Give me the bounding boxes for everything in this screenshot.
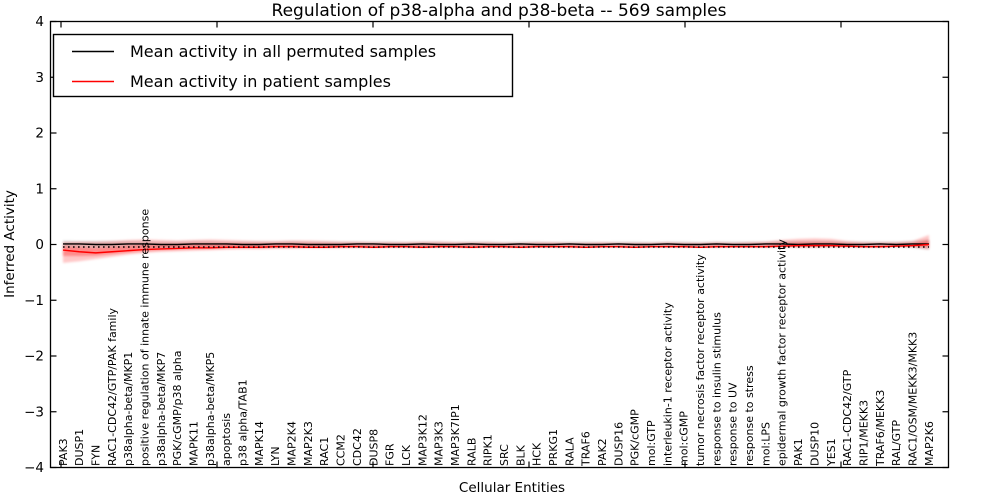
x-category-label: RALA bbox=[563, 437, 576, 466]
chart-title: Regulation of p38-alpha and p38-beta -- … bbox=[272, 1, 727, 21]
x-category-label: MAP2K3 bbox=[302, 421, 315, 466]
x-category-label: RALB bbox=[465, 438, 478, 466]
y-tick-label: −3 bbox=[24, 404, 44, 420]
x-category-label: HCK bbox=[531, 442, 544, 466]
x-category-label: BLK bbox=[514, 444, 527, 466]
x-category-label: mol:LPS bbox=[759, 422, 772, 466]
legend: Mean activity in all permuted samples Me… bbox=[52, 33, 514, 98]
x-category-label: MAPK11 bbox=[188, 421, 201, 466]
x-category-label: DUSP10 bbox=[808, 422, 821, 466]
x-category-label: MAP3K7IP1 bbox=[449, 404, 462, 466]
x-category-label: RAL/GTP bbox=[890, 420, 903, 466]
x-category-label: DUSP1 bbox=[73, 429, 86, 466]
y-tick-label: −4 bbox=[24, 460, 44, 476]
x-category-label: p38alpha-beta/MKP7 bbox=[155, 352, 168, 466]
plot-clip-group bbox=[62, 235, 930, 263]
y-tick-label: −2 bbox=[24, 349, 44, 365]
patient-ci-band bbox=[63, 235, 929, 263]
x-category-label: RIPK1 bbox=[482, 434, 495, 466]
x-category-label: FGR bbox=[384, 443, 397, 466]
x-category-label: p38alpha-beta/MKP1 bbox=[122, 352, 135, 466]
x-category-label: MAPK14 bbox=[253, 421, 266, 466]
x-category-label: p38alpha-beta/MKP5 bbox=[204, 352, 217, 466]
plot-area: 4 3 2 1 0 −1 −2 −3 −4 PAK3 DUSP1 FYN RAC1-CDC42/GTP/… bbox=[24, 14, 950, 476]
y-tick-label: 2 bbox=[35, 126, 44, 142]
x-category-label: CDC42 bbox=[351, 428, 364, 466]
x-category-label: tumor necrosis factor receptor activity bbox=[694, 254, 707, 466]
x-category-label: RIP1/MEKK3 bbox=[857, 400, 870, 466]
x-category-label: PGK/cGMP bbox=[629, 409, 642, 466]
x-category-label: CCM2 bbox=[335, 434, 348, 466]
x-category-label: MAP3K3 bbox=[433, 421, 446, 466]
x-category-label: RAC1 bbox=[318, 437, 331, 466]
x-category-label: FYN bbox=[89, 445, 102, 466]
y-tick-label: 4 bbox=[35, 14, 44, 30]
x-category-label: PRKG1 bbox=[547, 429, 560, 466]
x-category-label: p38 alpha/TAB1 bbox=[237, 379, 250, 466]
y-tick-label: −1 bbox=[24, 293, 44, 309]
patient-mean-line bbox=[62, 243, 930, 254]
x-category-label: TRAF6 bbox=[580, 431, 593, 467]
x-axis-title: Cellular Entities bbox=[459, 480, 565, 496]
x-category-label: YES1 bbox=[825, 438, 838, 467]
x-category-label: MAP2K4 bbox=[286, 421, 299, 466]
x-category-label: response to UV bbox=[727, 382, 740, 466]
legend-label-patient: Mean activity in patient samples bbox=[130, 72, 391, 91]
x-category-label: LCK bbox=[400, 444, 413, 466]
x-category-label: TRAF6/MEKK3 bbox=[874, 390, 887, 467]
x-category-label: mol:cGMP bbox=[678, 411, 691, 466]
x-category-label: RAC1/OSM/MEKK3/MKK3 bbox=[906, 332, 919, 466]
y-axis-title: Inferred Activity bbox=[2, 190, 18, 298]
x-category-label: DUSP16 bbox=[612, 422, 625, 466]
x-category-label: apoptosis bbox=[220, 413, 233, 466]
x-category-label: interleukin-1 receptor activity bbox=[661, 302, 674, 466]
x-category-label: RAC1-CDC42/GTP bbox=[841, 369, 854, 466]
y-tick-label: 1 bbox=[35, 181, 44, 197]
x-category-label: PAK1 bbox=[792, 438, 805, 466]
legend-box bbox=[52, 33, 514, 98]
x-category-label: PGK/cGMP/p38 alpha bbox=[171, 351, 184, 466]
x-category-label: mol:GTP bbox=[645, 420, 658, 466]
x-category-label: MAP3K12 bbox=[416, 414, 429, 466]
x-category-label: response to insulin stimulus bbox=[710, 312, 723, 466]
x-category-label: SRC bbox=[498, 444, 511, 466]
x-category-label: PAK3 bbox=[57, 438, 70, 466]
x-category-label: positive regulation of innate immune res… bbox=[138, 209, 151, 466]
permuted-mean-line bbox=[63, 243, 929, 246]
x-category-label: MAP2K6 bbox=[923, 421, 936, 466]
y-tick-label: 3 bbox=[35, 70, 44, 86]
y-tick-label: 0 bbox=[35, 237, 44, 253]
x-category-label: response to stress bbox=[743, 365, 756, 466]
x-category-label: PAK2 bbox=[596, 438, 609, 466]
x-category-label: epidermal growth factor receptor activit… bbox=[776, 239, 789, 466]
x-category-label: RAC1-CDC42/GTP/PAK family bbox=[106, 307, 119, 466]
x-category-label: DUSP8 bbox=[367, 429, 380, 466]
legend-label-permuted: Mean activity in all permuted samples bbox=[130, 42, 436, 61]
x-category-label: LYN bbox=[269, 446, 282, 466]
